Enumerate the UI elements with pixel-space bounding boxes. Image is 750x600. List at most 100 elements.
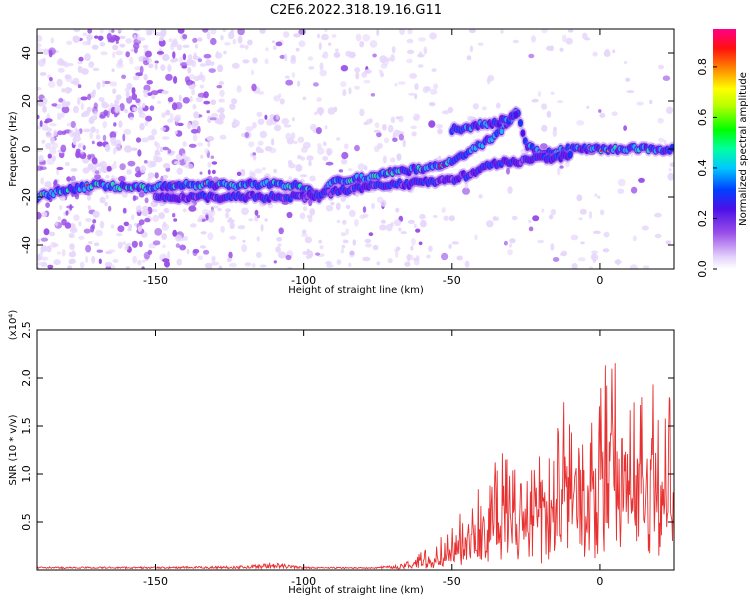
noise-speckle — [528, 219, 532, 223]
noise-speckle — [144, 217, 151, 223]
noise-speckle — [260, 224, 264, 232]
noise-speckle — [232, 38, 237, 45]
noise-speckle — [228, 262, 237, 268]
noise-speckle — [110, 137, 117, 144]
noise-speckle — [662, 75, 671, 81]
noise-speckle — [414, 83, 419, 91]
noise-speckle — [379, 224, 387, 231]
noise-speckle — [76, 153, 85, 157]
noise-speckle — [131, 240, 138, 248]
noise-speckle — [138, 240, 143, 248]
noise-speckle — [118, 120, 123, 128]
noise-speckle — [183, 156, 191, 164]
noise-speckle — [109, 131, 117, 139]
noise-speckle — [158, 212, 165, 220]
noise-speckle — [94, 170, 100, 175]
noise-speckle — [141, 102, 146, 108]
noise-speckle — [344, 143, 349, 150]
noise-speckle — [152, 240, 161, 246]
noise-speckle — [53, 259, 61, 266]
noise-speckle — [61, 111, 65, 118]
noise-speckle — [108, 205, 112, 212]
x-tick-label: -50 — [443, 575, 461, 588]
noise-speckle — [114, 99, 120, 105]
noise-speckle — [90, 126, 96, 133]
noise-speckle — [122, 241, 127, 246]
noise-speckle — [277, 251, 286, 259]
noise-speckle — [417, 64, 424, 68]
track-mark — [506, 118, 511, 124]
noise-speckle — [76, 130, 81, 137]
noise-speckle — [67, 87, 72, 94]
noise-speckle — [114, 107, 120, 114]
noise-speckle — [99, 29, 104, 34]
noise-speckle — [354, 144, 360, 152]
noise-speckle — [336, 259, 342, 265]
noise-speckle — [245, 126, 254, 132]
noise-speckle — [160, 127, 166, 131]
noise-speckle — [78, 221, 82, 227]
noise-speckle — [174, 130, 178, 135]
noise-speckle — [99, 220, 105, 229]
noise-speckle — [93, 110, 98, 118]
noise-speckle — [72, 35, 80, 43]
noise-speckle — [144, 50, 152, 58]
noise-speckle — [115, 40, 119, 44]
noise-speckle — [137, 225, 142, 232]
noise-speckle — [391, 46, 396, 54]
track-mark — [513, 112, 518, 118]
noise-speckle — [61, 101, 69, 108]
noise-speckle — [152, 214, 160, 223]
y-tick-label: 1.5 — [20, 417, 33, 435]
noise-speckle — [91, 223, 96, 230]
noise-speckle — [308, 160, 312, 167]
noise-speckle — [167, 148, 172, 154]
noise-speckle — [229, 103, 236, 110]
snr-y-label: SNR (10 * v/v) — [8, 414, 19, 485]
noise-speckle — [410, 125, 418, 130]
noise-speckle — [395, 207, 400, 213]
noise-speckle — [496, 102, 501, 109]
noise-speckle — [202, 29, 209, 33]
noise-speckle — [59, 204, 63, 211]
noise-speckle — [435, 123, 443, 129]
noise-speckle — [382, 155, 387, 164]
spectrogram-y-label: Frequency (Hz) — [8, 111, 19, 187]
noise-speckle — [154, 60, 159, 64]
noise-speckle — [283, 124, 292, 128]
noise-speckle — [324, 261, 333, 265]
noise-speckle — [451, 241, 460, 245]
noise-speckle — [507, 186, 513, 194]
noise-speckle — [162, 244, 166, 249]
colorbar-tick-label: 0.8 — [696, 58, 709, 76]
noise-speckle — [154, 228, 163, 236]
noise-speckle — [173, 161, 181, 165]
noise-speckle — [232, 118, 237, 124]
noise-speckle — [182, 141, 187, 147]
noise-speckle — [556, 100, 564, 104]
noise-speckle — [133, 107, 138, 112]
noise-speckle — [208, 212, 212, 218]
noise-speckle — [161, 174, 169, 179]
noise-speckle — [142, 89, 149, 94]
noise-speckle — [92, 67, 100, 72]
noise-speckle — [394, 173, 401, 179]
noise-speckle — [46, 245, 52, 253]
noise-speckle — [86, 194, 92, 201]
noise-speckle — [37, 114, 40, 120]
noise-speckle — [665, 240, 672, 245]
noise-speckle — [143, 251, 151, 260]
noise-speckle — [50, 136, 55, 145]
noise-speckle — [632, 235, 637, 242]
x-tick-label: -150 — [143, 575, 168, 588]
noise-speckle — [362, 256, 371, 262]
noise-speckle — [325, 161, 334, 166]
noise-speckle — [213, 176, 219, 182]
noise-speckle — [224, 212, 230, 219]
noise-speckle — [259, 130, 268, 139]
noise-speckle — [122, 133, 126, 142]
noise-speckle — [616, 258, 620, 266]
noise-speckle — [284, 75, 290, 79]
noise-speckle — [395, 250, 399, 258]
noise-speckle — [177, 29, 185, 34]
